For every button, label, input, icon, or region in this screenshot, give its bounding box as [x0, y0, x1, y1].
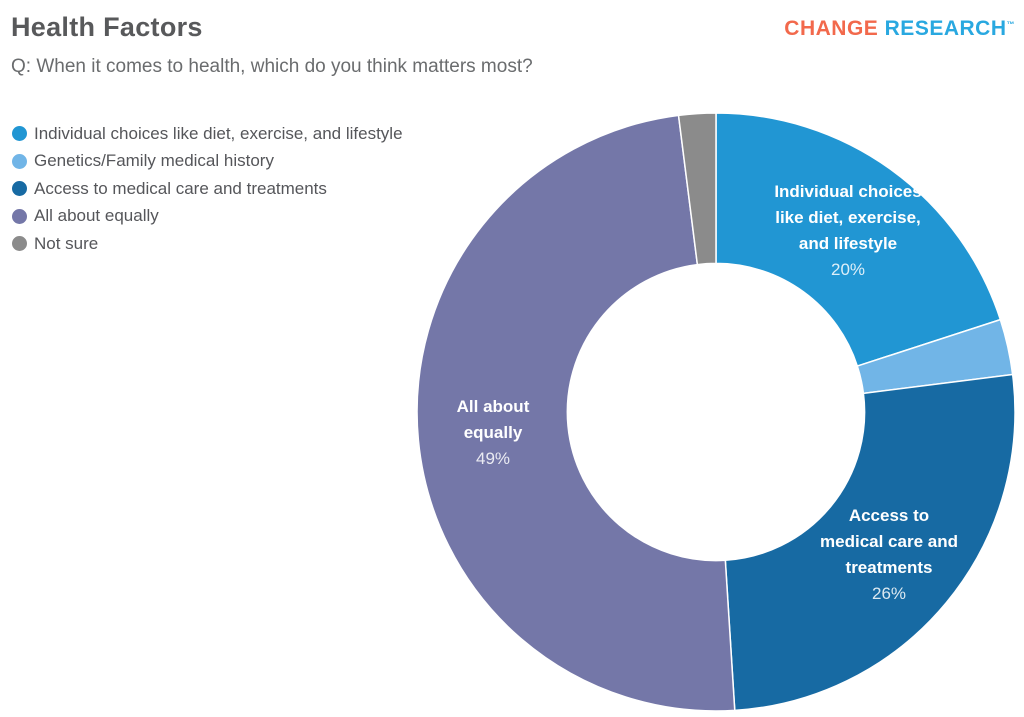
chart-legend: Individual choices like diet, exercise, …	[12, 120, 403, 258]
legend-swatch-icon	[12, 126, 27, 142]
legend-label: Individual choices like diet, exercise, …	[34, 123, 403, 143]
donut-svg	[416, 112, 1016, 712]
legend-item: Not sure	[12, 230, 403, 258]
donut-chart	[416, 112, 1016, 712]
brand-logo: CHANGE RESEARCH™	[784, 17, 1015, 41]
legend-swatch-icon	[12, 208, 27, 224]
legend-label: Not sure	[34, 233, 99, 253]
brand-change-text: CHANGE	[784, 17, 879, 40]
survey-question: Q: When it comes to health, which do you…	[11, 56, 533, 77]
legend-swatch-icon	[12, 236, 27, 252]
donut-slice-4	[677, 112, 717, 266]
legend-swatch-icon	[12, 153, 27, 169]
legend-item: Individual choices like diet, exercise, …	[12, 120, 403, 148]
donut-slice-0	[715, 112, 1002, 367]
donut-slice-2	[724, 373, 1016, 712]
legend-label: Access to medical care and treatments	[34, 178, 327, 198]
brand-trademark: ™	[1006, 20, 1015, 29]
donut-slice-3	[416, 114, 736, 712]
legend-swatch-icon	[12, 181, 27, 197]
legend-item: Genetics/Family medical history	[12, 148, 403, 176]
legend-label: All about equally	[34, 206, 159, 226]
legend-item: All about equally	[12, 203, 403, 231]
brand-research-text: RESEARCH	[884, 17, 1007, 40]
page-title: Health Factors	[11, 12, 203, 42]
legend-item: Access to medical care and treatments	[12, 175, 403, 203]
legend-label: Genetics/Family medical history	[34, 151, 274, 171]
